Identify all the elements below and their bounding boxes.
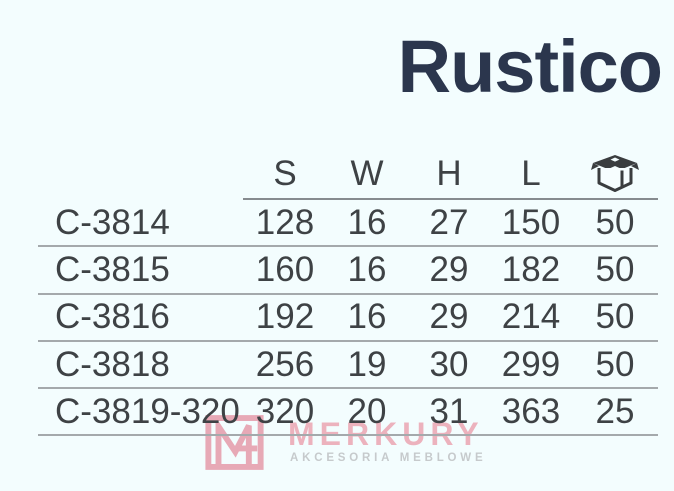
dimension-cell: 25 xyxy=(595,391,635,431)
dimension-cell: 27 xyxy=(429,202,469,242)
box-icon xyxy=(591,155,639,192)
product-code: C-3815 xyxy=(55,249,170,289)
col-header-h: H xyxy=(436,154,462,193)
product-code: C-3819-320 xyxy=(55,391,240,431)
dimension-cell: 256 xyxy=(255,344,315,384)
table-row: C-3816 192 16 29 214 50 xyxy=(38,295,658,342)
page-title: Rustico xyxy=(397,25,663,108)
merkury-monogram-icon xyxy=(205,415,264,470)
dimension-cell: 16 xyxy=(347,202,387,242)
dimension-cell: 192 xyxy=(255,297,315,337)
dimension-cell: 182 xyxy=(501,249,561,289)
dimension-cell: 29 xyxy=(429,297,469,337)
dimension-cell: 20 xyxy=(347,391,387,431)
header-divider xyxy=(243,198,658,200)
dimension-cell: 50 xyxy=(595,249,635,289)
col-header-s: S xyxy=(273,154,297,193)
table-row: C-3818 256 19 30 299 50 xyxy=(38,342,658,390)
dimension-cell: 299 xyxy=(501,344,561,384)
dimension-cell: 31 xyxy=(429,391,469,431)
col-header-package xyxy=(572,154,658,194)
table-row: C-3819-320 320 20 31 363 25 xyxy=(38,389,658,437)
dimension-cell: 128 xyxy=(255,202,315,242)
col-header-l: L xyxy=(521,154,541,193)
dimension-cell: 150 xyxy=(501,202,561,242)
product-code: C-3814 xyxy=(55,202,170,242)
product-code: C-3818 xyxy=(55,344,170,384)
product-code: C-3816 xyxy=(55,297,170,337)
dimension-cell: 29 xyxy=(429,249,469,289)
dimension-cell: 30 xyxy=(429,344,469,384)
dimension-cell: 16 xyxy=(347,297,387,337)
table-header: S W H L xyxy=(38,150,658,198)
dimension-cell: 50 xyxy=(595,344,635,384)
dimension-cell: 50 xyxy=(595,202,635,242)
dimension-cell: 16 xyxy=(347,249,387,289)
watermark-tagline-text: AKCESORIA MEBLOWE xyxy=(290,452,487,464)
dimension-cell: 160 xyxy=(255,249,315,289)
dimension-cell: 320 xyxy=(255,391,315,431)
table-row: C-3815 160 16 29 182 50 xyxy=(38,247,658,295)
table-row: C-3814 128 16 27 150 50 xyxy=(38,200,658,248)
dimension-cell: 214 xyxy=(501,297,561,337)
dimension-cell: 19 xyxy=(347,344,387,384)
dimension-cell: 50 xyxy=(595,297,635,337)
table-rows: C-3814 128 16 27 150 50 C-3815 160 16 29… xyxy=(38,200,658,437)
watermark-brand-text: MERKURY xyxy=(288,416,484,452)
col-header-w: W xyxy=(350,154,384,193)
dimension-cell: 363 xyxy=(501,391,561,431)
